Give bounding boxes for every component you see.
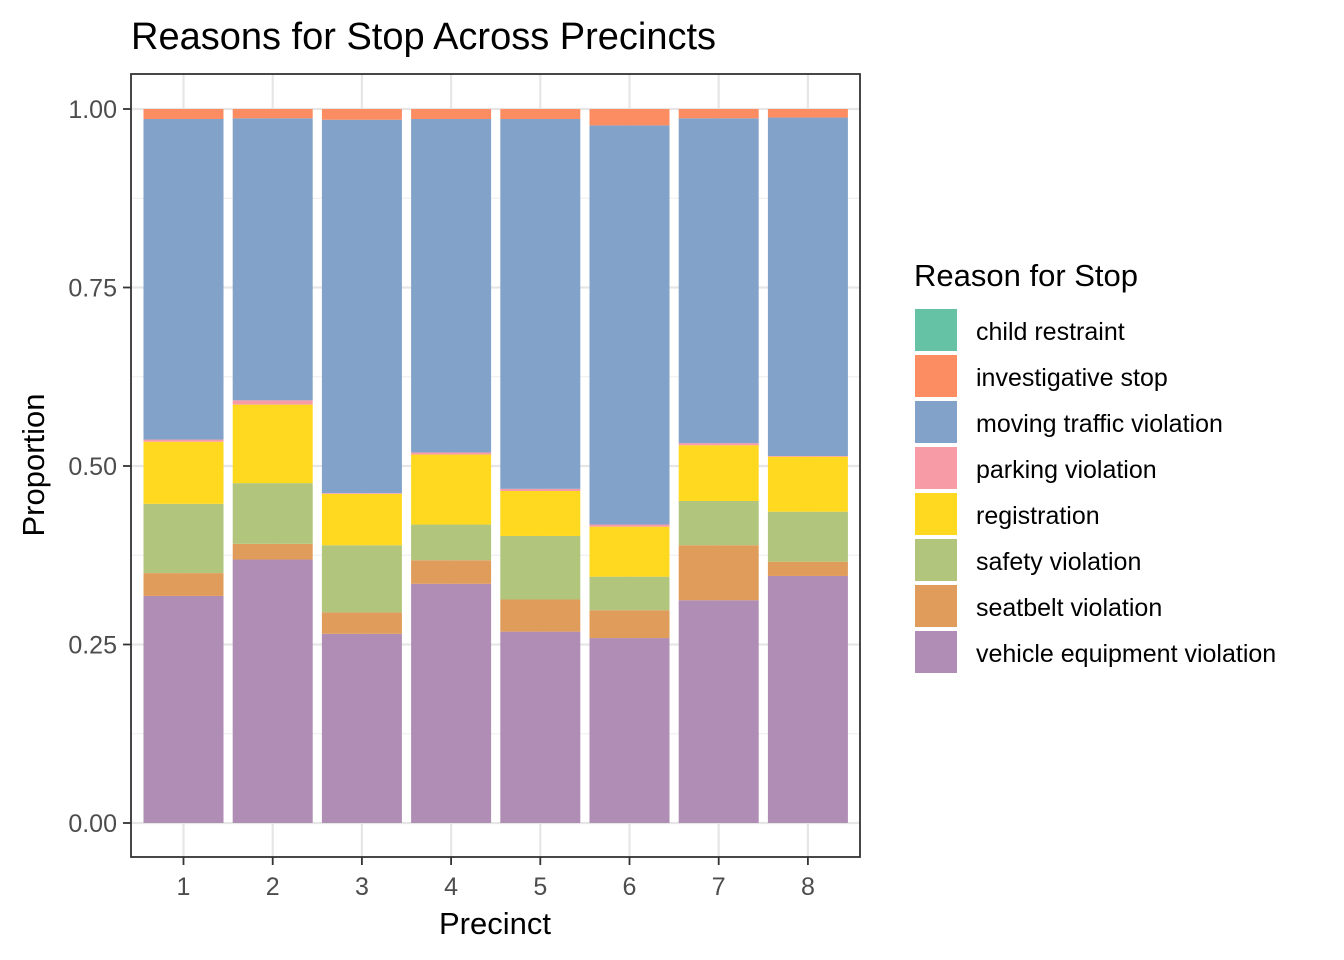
legend-items: child restraint investigative stop moving … bbox=[915, 309, 1276, 673]
bar-segment bbox=[411, 118, 492, 453]
bars bbox=[143, 109, 848, 823]
bar-segment bbox=[678, 109, 759, 119]
legend-title: Reason for Stop bbox=[914, 258, 1138, 293]
legend-swatch bbox=[915, 401, 957, 443]
bar-segment bbox=[321, 545, 402, 613]
bar-segment bbox=[678, 500, 759, 546]
legend-label: vehicle equipment violation bbox=[976, 640, 1276, 668]
bar-segment bbox=[678, 443, 759, 446]
bar-segment bbox=[143, 573, 224, 596]
y-tick-label: 1.00 bbox=[68, 96, 117, 124]
x-axis: 1 2 3 4 5 6 7 8 bbox=[177, 857, 815, 901]
y-axis: 0.00 0.25 0.50 0.75 1.00 bbox=[68, 96, 131, 838]
legend: Reason for Stop child restraint investiga… bbox=[914, 258, 1276, 673]
bar-segment bbox=[143, 439, 224, 442]
bar-segment bbox=[321, 493, 402, 494]
x-tick-label: 6 bbox=[623, 873, 637, 901]
bar-segment bbox=[232, 483, 313, 544]
bar-segment bbox=[767, 561, 848, 576]
bar-segment bbox=[500, 490, 581, 536]
legend-label: moving traffic violation bbox=[976, 410, 1223, 438]
bar-segment bbox=[232, 559, 313, 823]
bar-segment bbox=[411, 583, 492, 823]
y-tick-label: 0.75 bbox=[68, 275, 117, 303]
x-tick-label: 1 bbox=[177, 873, 191, 901]
bar-segment bbox=[589, 526, 670, 577]
bar-segment bbox=[411, 454, 492, 525]
bar-segment bbox=[589, 638, 670, 823]
legend-swatch bbox=[915, 493, 957, 535]
bar-segment bbox=[143, 595, 224, 823]
y-axis-title: Proportion bbox=[16, 393, 51, 536]
bar-segment bbox=[589, 125, 670, 525]
bar-segment bbox=[767, 117, 848, 457]
bar-segment bbox=[767, 511, 848, 562]
y-tick-label: 0.50 bbox=[68, 453, 117, 481]
bar-segment bbox=[678, 118, 759, 444]
bar-segment bbox=[500, 109, 581, 119]
chart-title: Reasons for Stop Across Precincts bbox=[131, 16, 716, 58]
bar-segment bbox=[321, 119, 402, 494]
legend-swatch bbox=[915, 539, 957, 581]
bar-segment bbox=[232, 118, 313, 401]
legend-label: registration bbox=[976, 502, 1100, 530]
bar-segment bbox=[500, 535, 581, 600]
legend-swatch bbox=[915, 447, 957, 489]
bar-segment bbox=[589, 610, 670, 639]
bar-segment bbox=[589, 109, 670, 126]
legend-swatch bbox=[915, 309, 957, 351]
bar-segment bbox=[232, 404, 313, 484]
legend-label: child restraint bbox=[976, 318, 1125, 346]
legend-label: investigative stop bbox=[976, 364, 1168, 392]
x-tick-label: 7 bbox=[712, 873, 726, 901]
x-tick-label: 3 bbox=[355, 873, 369, 901]
legend-swatch bbox=[915, 585, 957, 627]
bar-segment bbox=[321, 633, 402, 823]
bar-segment bbox=[232, 543, 313, 560]
bar-segment bbox=[232, 109, 313, 119]
x-axis-title: Precinct bbox=[439, 906, 551, 941]
bar-segment bbox=[678, 600, 759, 823]
bar-segment bbox=[143, 503, 224, 574]
y-tick-label: 0.00 bbox=[68, 810, 117, 838]
bar-segment bbox=[500, 631, 581, 823]
bar-segment bbox=[143, 118, 224, 440]
bar-segment bbox=[143, 441, 224, 504]
x-tick-label: 4 bbox=[444, 873, 458, 901]
y-tick-label: 0.25 bbox=[68, 632, 117, 660]
bar-segment bbox=[678, 445, 759, 501]
legend-label: seatbelt violation bbox=[976, 594, 1162, 622]
bar-segment bbox=[500, 488, 581, 491]
x-tick-label: 5 bbox=[533, 873, 547, 901]
bar-segment bbox=[767, 456, 848, 457]
x-tick-label: 2 bbox=[266, 873, 280, 901]
bar-segment bbox=[678, 545, 759, 601]
bar-segment bbox=[143, 109, 224, 119]
bar-segment bbox=[411, 109, 492, 119]
legend-label: parking violation bbox=[976, 456, 1157, 484]
bar-segment bbox=[411, 524, 492, 561]
bar-segment bbox=[321, 612, 402, 634]
bar-segment bbox=[589, 524, 670, 527]
bar-segment bbox=[767, 109, 848, 118]
bar-segment bbox=[321, 493, 402, 546]
bar-segment bbox=[500, 599, 581, 632]
bar-segment bbox=[767, 456, 848, 512]
legend-swatch bbox=[915, 355, 957, 397]
legend-label: safety violation bbox=[976, 548, 1141, 576]
bar-segment bbox=[232, 400, 313, 405]
bar-segment bbox=[767, 575, 848, 823]
x-tick-label: 8 bbox=[801, 873, 815, 901]
bar-segment bbox=[589, 576, 670, 611]
legend-swatch bbox=[915, 631, 957, 673]
bar-segment bbox=[411, 560, 492, 584]
bar-segment bbox=[321, 109, 402, 120]
bar-segment bbox=[411, 452, 492, 455]
bar-segment bbox=[500, 118, 581, 489]
